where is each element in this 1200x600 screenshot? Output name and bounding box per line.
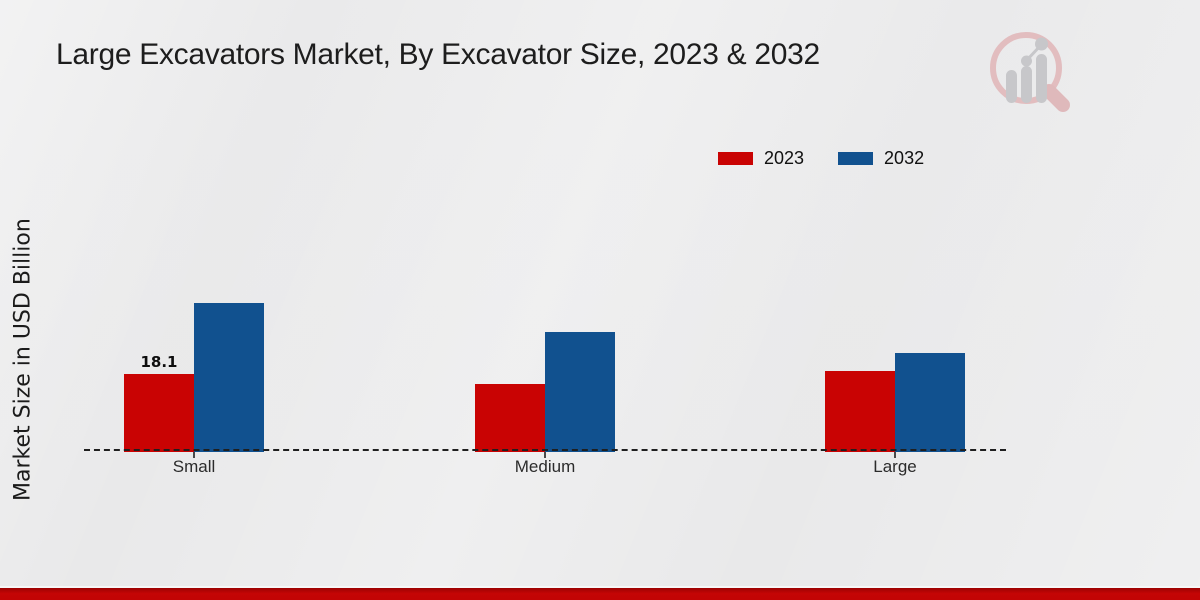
bar-medium-2032 bbox=[545, 332, 615, 452]
x-axis-category-label: Small bbox=[172, 457, 216, 476]
x-axis-tick bbox=[894, 452, 896, 458]
mrfr-logo bbox=[986, 26, 1078, 118]
legend-swatch-2032 bbox=[838, 152, 874, 165]
bar-large-2023 bbox=[825, 371, 895, 452]
x-axis-category-label: Large bbox=[873, 457, 917, 476]
x-axis-tick bbox=[193, 452, 195, 458]
bar-large-2032 bbox=[895, 353, 965, 452]
bar-small-2023 bbox=[124, 374, 194, 452]
x-axis-baseline bbox=[84, 449, 1006, 451]
bar-small-2032 bbox=[194, 303, 264, 452]
legend-label-2023: 2023 bbox=[764, 148, 805, 168]
legend-item-2032: 2032 bbox=[838, 148, 924, 169]
legend-swatch-2023 bbox=[718, 152, 753, 165]
magnifier-bar-chart-icon bbox=[990, 32, 1070, 112]
legend-label-2032: 2032 bbox=[884, 148, 925, 168]
footer-divider bbox=[0, 586, 1200, 588]
x-axis-category-label: Medium bbox=[514, 457, 576, 476]
chart-title: Large Excavators Market, By Excavator Si… bbox=[56, 38, 820, 71]
bar-medium-2023 bbox=[475, 384, 545, 452]
x-axis-tick bbox=[544, 452, 546, 458]
legend: 2023 2032 bbox=[718, 148, 924, 169]
bar-value-label: 18.1 bbox=[140, 353, 178, 371]
footer-red-band bbox=[0, 588, 1200, 600]
legend-item-2023: 2023 bbox=[718, 148, 804, 169]
